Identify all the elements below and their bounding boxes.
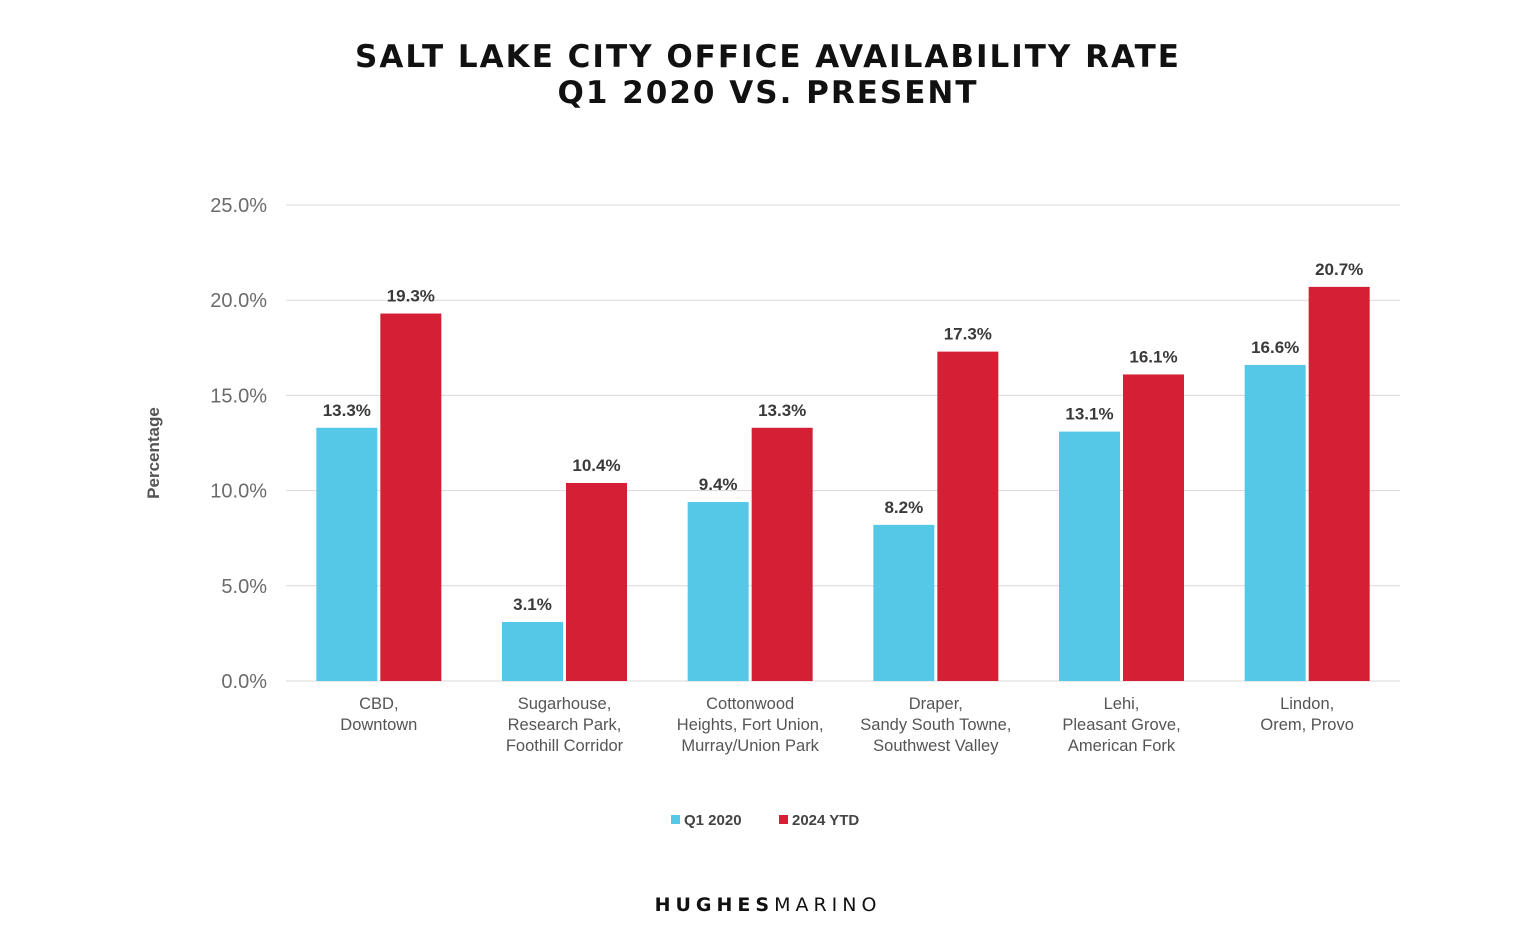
x-category-label: Pleasant Grove, [1062,716,1180,734]
x-category-label: Research Park, [508,716,622,734]
bar [873,524,935,681]
data-label: 19.3% [387,287,435,306]
bars [316,286,1370,681]
bar [566,482,627,681]
y-tick-label: 15.0% [210,385,267,407]
x-category-label: Sandy South Towne, [860,716,1011,734]
x-category-label: Orem, Provo [1260,716,1354,734]
y-axis-label: Percentage [144,407,163,499]
chart-title: SALT LAKE CITY OFFICE AVAILABILITY RATEQ… [355,39,1181,111]
chart-title-line: Q1 2020 VS. PRESENT [557,75,978,111]
bar [316,427,378,681]
bar [1123,374,1184,681]
bar [502,621,563,681]
y-tick-label: 10.0% [210,481,267,503]
bar [687,502,749,681]
x-category-label: Murray/Union Park [681,737,819,755]
x-category-label: Sugarhouse, [518,695,612,713]
data-label: 20.7% [1315,260,1363,279]
x-category-label: Downtown [340,716,417,734]
x-category-label: Lehi, [1104,695,1140,713]
bar [1308,286,1370,681]
x-category-label: Draper, [909,695,963,713]
x-category-label: Heights, Fort Union, [677,716,824,734]
data-label: 3.1% [513,595,552,614]
legend: Q1 2020 2024 YTD [671,812,859,829]
data-label: 16.1% [1129,347,1177,366]
legend-label: Q1 2020 [684,812,742,829]
data-labels: 13.3% 19.3% 3.1% 10.4% 9.4% 13.3% 8.2% 17.3% 13.… [323,260,1364,614]
bar [1244,364,1306,681]
x-category-label: CBD, [359,695,398,713]
y-tick-label: 20.0% [210,290,267,312]
gridlines [286,204,1400,682]
brand-logo: HUGHESMARINO [655,894,882,916]
x-category-label: Foothill Corridor [506,737,624,755]
data-label: 16.6% [1251,338,1299,357]
data-label: 13.1% [1065,405,1113,424]
data-label: 9.4% [699,475,738,494]
bar [751,427,813,681]
x-axis-categories: CBD, Downtown Sugarhouse, Research Park, Foo… [340,695,1354,755]
brand-logo-bold: HUGHES [655,894,775,916]
y-tick-label: 0.0% [221,671,267,693]
y-tick-label: 5.0% [221,576,267,598]
bar [1059,431,1120,681]
x-category-label: Southwest Valley [873,737,999,755]
data-label: 8.2% [884,498,923,517]
data-label: 13.3% [323,401,371,420]
data-label: 17.3% [944,325,992,344]
x-category-label: American Fork [1068,737,1176,755]
legend-swatch [671,815,680,824]
data-label: 13.3% [758,401,806,420]
y-tick-label: 25.0% [210,195,267,217]
x-category-label: Lindon, [1280,695,1334,713]
brand-logo-light: MARINO [774,894,881,916]
x-category-label: Cottonwood [706,695,794,713]
bar [380,313,442,681]
data-label: 10.4% [572,456,620,475]
chart-title-line: SALT LAKE CITY OFFICE AVAILABILITY RATE [355,39,1181,75]
legend-label: 2024 YTD [792,812,859,829]
legend-swatch [779,815,788,824]
y-axis-ticks: 0.0% 5.0% 10.0% 15.0% 20.0% 25.0% [210,195,267,693]
bar [937,351,999,681]
